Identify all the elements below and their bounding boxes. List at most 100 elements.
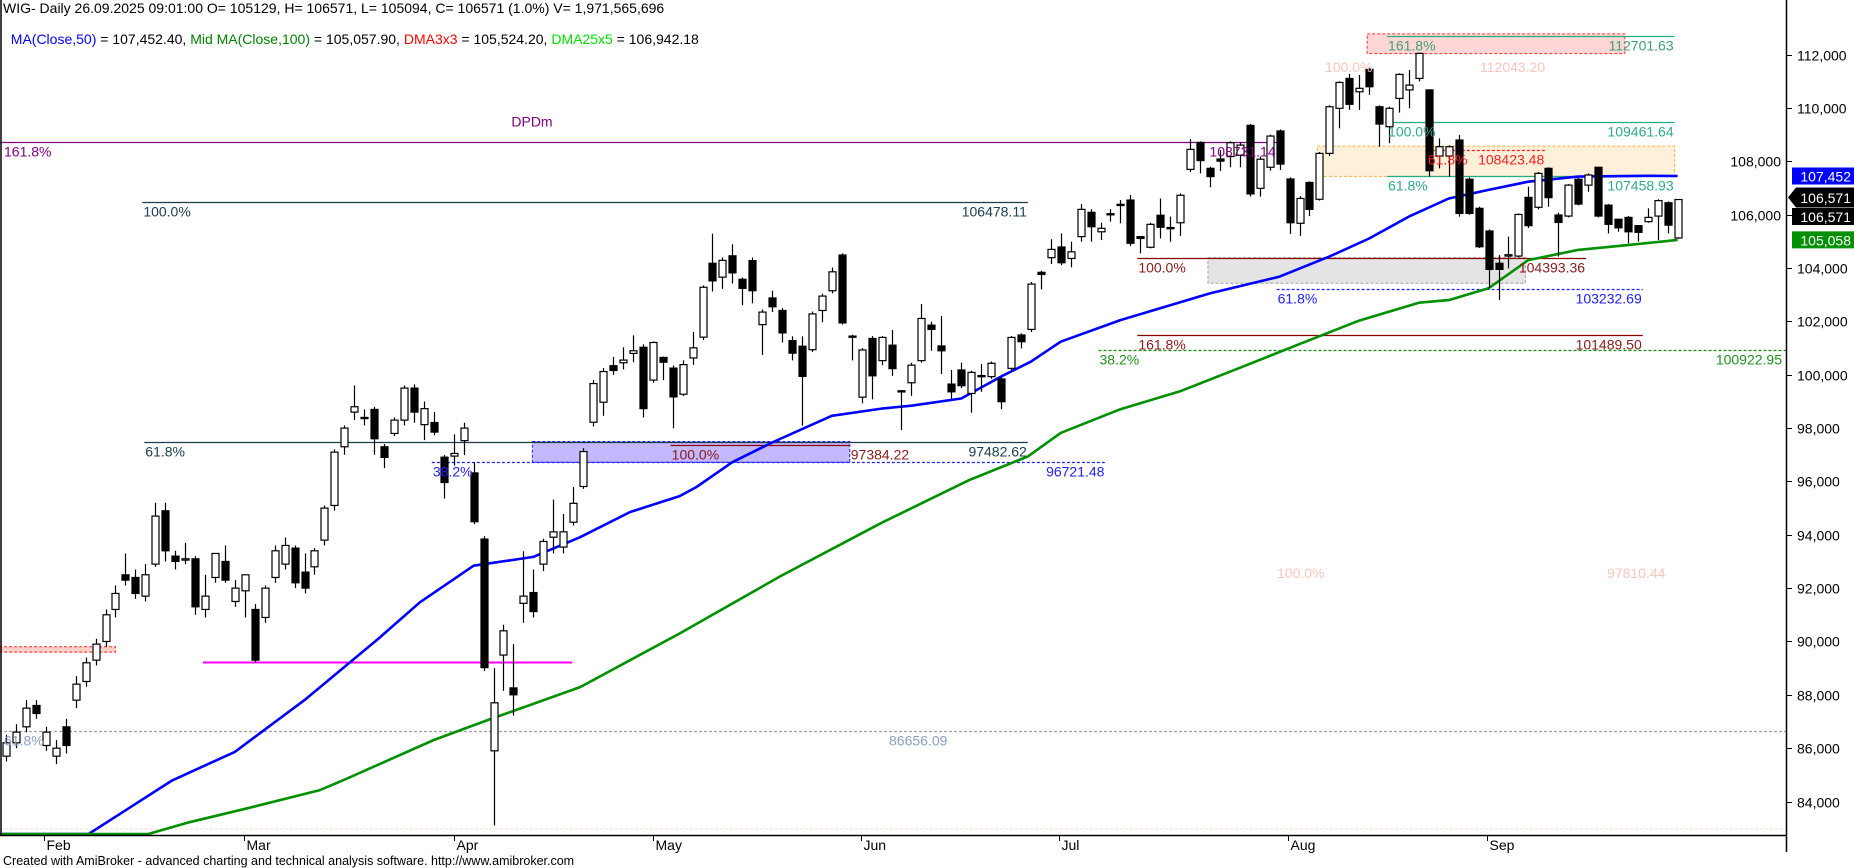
candle [559, 513, 568, 554]
candle-body-up [629, 350, 638, 355]
candle [420, 401, 429, 441]
candle-body-up [1027, 283, 1036, 331]
candle [1435, 138, 1444, 169]
candle [1415, 52, 1424, 82]
candle [111, 585, 120, 618]
candle-body-down [1495, 262, 1504, 271]
candle-body-up [1047, 248, 1056, 259]
candle [1017, 333, 1026, 349]
candle [281, 537, 290, 570]
candle [858, 348, 867, 404]
candle [1156, 198, 1165, 239]
level-title-label: DPDm [511, 114, 552, 130]
candle-body-up [271, 550, 280, 579]
candle [72, 676, 81, 709]
candle-body-down [748, 260, 757, 292]
candle-body-up [72, 683, 81, 701]
candle [231, 580, 240, 607]
candle-body-down [529, 591, 538, 613]
candle [330, 449, 339, 511]
candle-body-up [350, 406, 359, 413]
candle-body-down [1455, 139, 1464, 214]
candle-body-down [1345, 77, 1354, 105]
candle-body-down [1375, 106, 1384, 125]
candle [271, 545, 280, 583]
candle-body-up [151, 515, 160, 565]
price-badge-label: 105,058 [1800, 232, 1851, 248]
candle-body-up [82, 662, 91, 683]
y-tick-label: 92,000 [1797, 581, 1840, 597]
level-left-label: 61.8% [4, 733, 44, 749]
candle-body-up [1415, 52, 1424, 80]
candle [490, 668, 499, 826]
candle-body-up [490, 702, 499, 752]
candle [410, 384, 419, 423]
candle-body-up [699, 286, 708, 338]
candle-body-up [619, 359, 628, 364]
candle-body-up [967, 371, 976, 395]
candle [679, 360, 688, 397]
level-left-label: 100.0% [1388, 124, 1435, 140]
y-tick-label: 108,000 [1730, 154, 1781, 170]
candle [460, 422, 469, 456]
price-badge-bg [1792, 231, 1854, 249]
candle [102, 609, 111, 647]
candle [499, 624, 508, 691]
candle [201, 574, 210, 618]
candle-body-up [758, 311, 767, 326]
level-left-label: 100.0% [143, 204, 190, 220]
candle-body-up [330, 451, 339, 507]
candle-body-down [1624, 216, 1633, 233]
candle-body-up [450, 452, 459, 457]
candle-body-up [977, 374, 986, 378]
level-right-label: 97384.22 [851, 447, 910, 463]
candle-body-up [2, 742, 11, 757]
candle-body-up [52, 747, 61, 757]
candle [191, 556, 200, 615]
faint-fib-label: 100.0% [1277, 565, 1324, 581]
candle [1186, 139, 1195, 173]
candle-body-down [1126, 199, 1135, 244]
y-tick-label: 102,000 [1797, 314, 1848, 330]
footer-credit: Created with AmiBroker - advanced charti… [3, 854, 575, 868]
candle [370, 406, 379, 455]
candle-body-up [1504, 254, 1513, 257]
candle [1057, 233, 1066, 266]
candle-body-down [1544, 167, 1553, 199]
candle-body-up [1654, 199, 1663, 217]
candle-body-up [818, 295, 827, 312]
axes-layer: 84,000 86,000 88,000 90,000 92,000 94,000 96,0… [0, 0, 1848, 853]
candle-body-down [798, 345, 807, 377]
candle-body-down [1216, 158, 1225, 162]
candle-body-down [121, 574, 130, 581]
x-tick-label: Jul [1062, 837, 1080, 853]
candle [1455, 134, 1464, 217]
candle-body-down [609, 365, 618, 372]
candle-body-up [261, 587, 270, 619]
candle [1166, 216, 1175, 242]
candle [92, 638, 101, 666]
candle [599, 368, 608, 416]
candle [609, 356, 618, 375]
candle [1485, 229, 1494, 289]
faint-fib-label: 100.0% [1325, 59, 1372, 75]
candle [1475, 206, 1484, 249]
candle [211, 552, 220, 583]
candle [480, 536, 489, 672]
candle [868, 336, 877, 400]
candle [1504, 236, 1513, 269]
price-badge: 105,058 [1792, 231, 1854, 249]
candle [718, 257, 727, 289]
y-tick-label: 96,000 [1797, 474, 1840, 490]
level-right-label: 97482.62 [968, 444, 1027, 460]
candle-body-up [718, 259, 727, 278]
candle [470, 462, 479, 525]
zones-layer [0, 33, 1676, 653]
candle-body-up [1315, 152, 1324, 200]
candle [1614, 218, 1623, 232]
candle-body-down [659, 356, 668, 363]
candle [1077, 204, 1086, 242]
candle [1226, 141, 1235, 168]
level-left-label: 61.8% [1278, 291, 1318, 307]
